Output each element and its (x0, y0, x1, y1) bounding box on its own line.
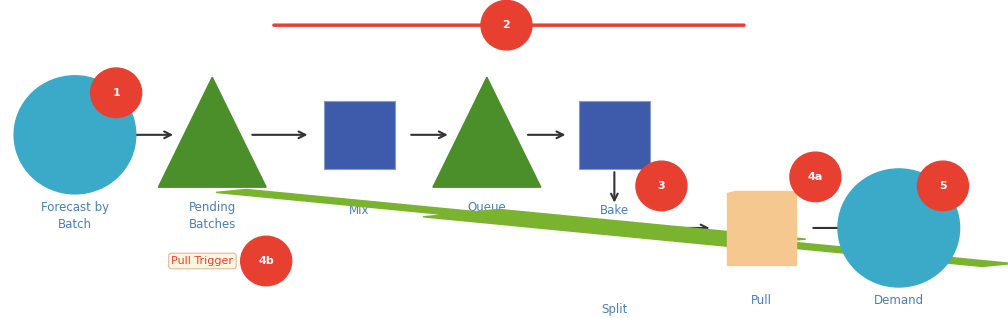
Ellipse shape (636, 161, 686, 211)
Ellipse shape (241, 236, 291, 286)
Text: 4a: 4a (807, 172, 824, 182)
Text: 3: 3 (657, 181, 665, 191)
Ellipse shape (481, 0, 532, 50)
Polygon shape (158, 77, 266, 187)
Text: Pull Trigger: Pull Trigger (171, 256, 234, 266)
FancyBboxPatch shape (579, 100, 650, 169)
Ellipse shape (91, 68, 142, 118)
Text: Demand: Demand (874, 294, 924, 307)
FancyBboxPatch shape (324, 100, 395, 169)
Text: Forecast by
Batch: Forecast by Batch (41, 201, 109, 231)
Ellipse shape (838, 169, 960, 287)
Text: 5: 5 (939, 181, 947, 191)
Text: Pending
Batches: Pending Batches (188, 201, 236, 231)
Ellipse shape (790, 152, 841, 202)
Text: 4b: 4b (258, 256, 274, 266)
Text: Bake: Bake (600, 204, 629, 217)
Polygon shape (216, 190, 1008, 266)
Ellipse shape (14, 76, 136, 194)
Text: 1: 1 (112, 88, 120, 98)
Polygon shape (727, 191, 795, 265)
Text: Split: Split (601, 303, 628, 316)
Polygon shape (432, 77, 541, 187)
Text: Queue: Queue (468, 201, 506, 214)
Ellipse shape (917, 161, 969, 211)
Text: Pull: Pull (751, 294, 772, 307)
Text: 2: 2 (503, 20, 510, 30)
Text: Mix: Mix (349, 204, 370, 217)
